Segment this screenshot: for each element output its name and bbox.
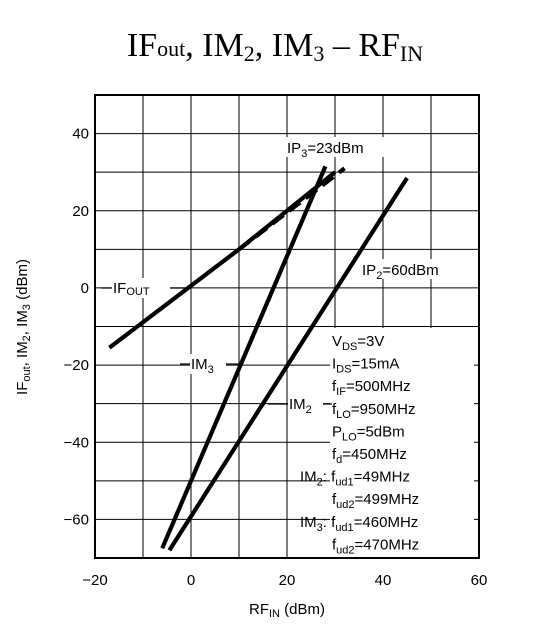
condition-line: fud2=470MHz [332, 536, 419, 556]
x-axis-label: RFIN (dBm) [249, 601, 325, 620]
series-line [167, 176, 409, 552]
x-tick-label: 20 [279, 572, 296, 589]
condition-line: PLO=5dBm [332, 423, 405, 443]
y-axis-label: IFout, IM2, IM3 (dBm) [14, 259, 33, 395]
series-line [237, 166, 346, 251]
x-tick-label: 60 [471, 572, 488, 589]
y-tick-label: 40 [72, 126, 89, 143]
ip3-label: IP3=23dBm [287, 140, 364, 160]
y-tick-label: −40 [64, 434, 89, 451]
im2-label: IM2 [289, 396, 312, 416]
condition-line: fLO=950MHz [332, 401, 415, 421]
ifout-label: IFOUT [113, 280, 150, 298]
y-tick-label: 0 [81, 280, 89, 297]
condition-line: VDS=3V [332, 333, 384, 353]
tick-labels: −20 0 20 40 60 −60 −40 −20 0 20 40 [64, 126, 488, 589]
condition-line: IDS=15mA [332, 356, 399, 376]
x-tick-label: 40 [375, 572, 392, 589]
x-tick-label: −20 [82, 572, 107, 589]
annotations: IP3=23dBm IP2=60dBm IFOUT IM3 IM2 [101, 137, 471, 416]
condition-line: fIF=500MHz [332, 378, 411, 398]
series [108, 165, 409, 552]
series-line [160, 165, 328, 550]
condition-line: fud2=499MHz [332, 491, 419, 511]
chart-title: IFout, IM2, IM3 – RFIN [127, 27, 423, 66]
plot-frame [94, 94, 480, 559]
conditions-box [330, 328, 474, 558]
ip2-label: IP2=60dBm [362, 262, 439, 282]
condition-line: IM2: fud1=49MHz [300, 469, 410, 489]
x-tick-label: 0 [187, 572, 195, 589]
im3-label: IM3 [191, 356, 214, 376]
y-tick-label: −60 [64, 511, 89, 528]
condition-line: fd=450MHz [332, 446, 407, 466]
condition-line: IM3: fud1=460MHz [300, 514, 418, 534]
y-tick-label: 20 [72, 203, 89, 220]
y-tick-label: −20 [64, 357, 89, 374]
